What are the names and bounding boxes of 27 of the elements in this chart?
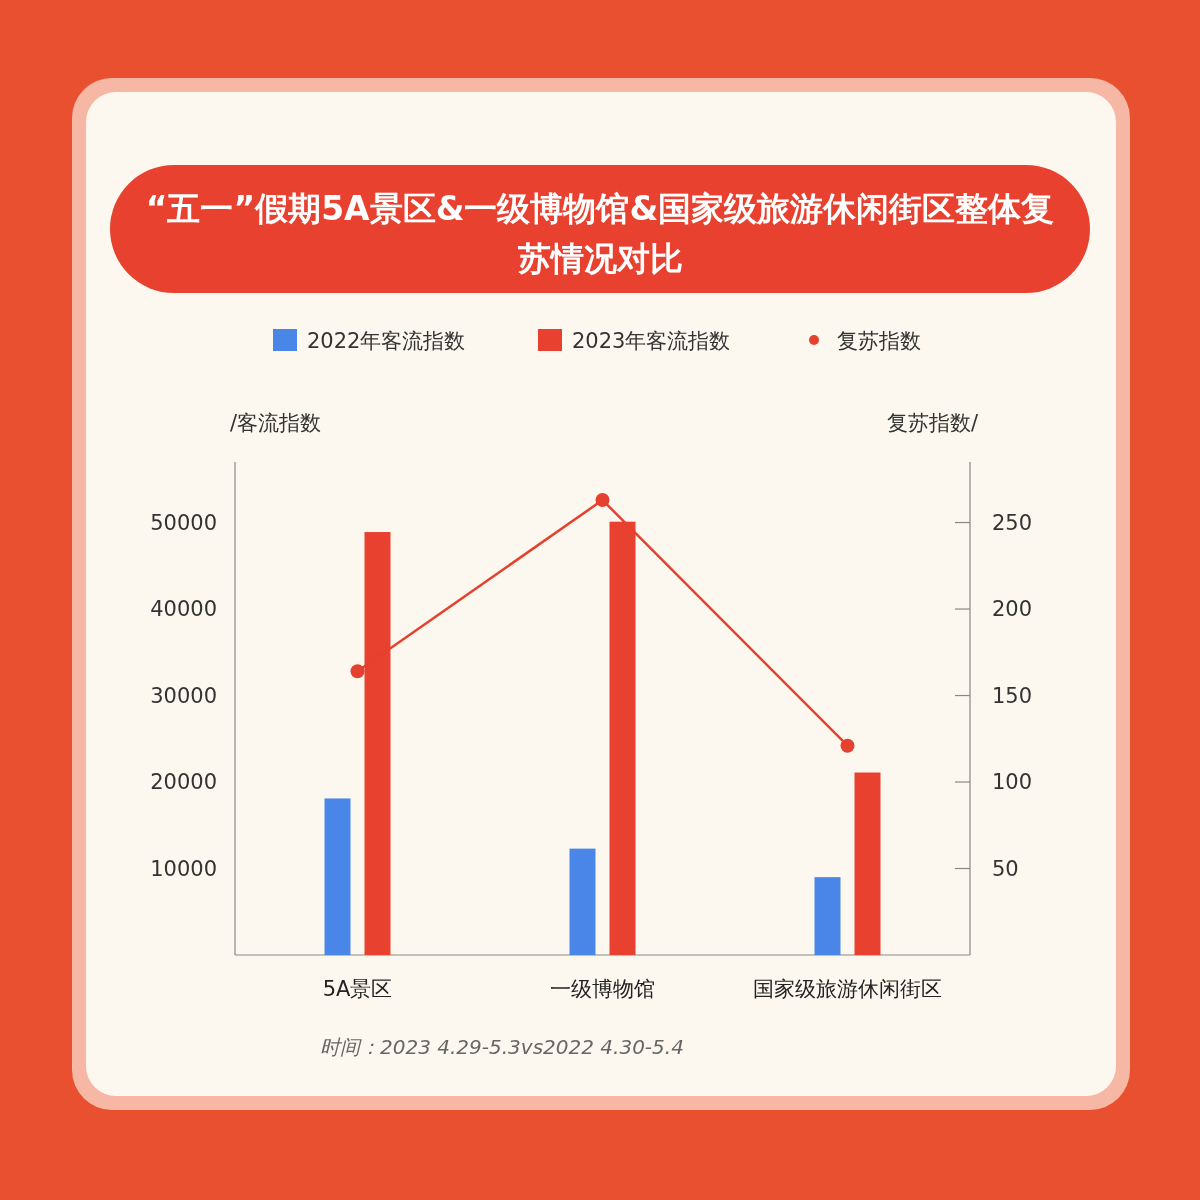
point [840,738,855,753]
x-tick-label: 一级博物馆 [550,977,655,1001]
y2-tick-label: 50 [992,856,1019,881]
legend-label: 2022年客流指数 [307,329,466,353]
y2-tick-label: 100 [992,770,1033,795]
legend-label: 2023年客流指数 [572,329,731,353]
y2-tick-label: 200 [992,597,1033,622]
y2-tick-label: 150 [992,683,1033,708]
y-tick-label: 30000 [150,683,217,708]
y-tick-label: 50000 [150,510,217,535]
chart-title: “五一”假期5A景区&一级博物馆&国家级旅游休闲街区整体复苏情况对比 [145,189,1055,278]
point [595,493,610,508]
y-tick-label: 20000 [150,770,217,795]
x-tick-label: 5A景区 [322,977,393,1001]
y2-tick-label: 250 [992,510,1033,535]
bar [324,798,351,955]
x-tick-label: 国家级旅游休闲街区 [753,977,942,1001]
bar [569,848,596,955]
y2-axis-title: 复苏指数/ [886,411,979,435]
y-tick-label: 10000 [150,856,217,881]
bar [854,772,881,955]
y-axis-title: /客流指数 [230,411,322,435]
y-tick-label: 40000 [150,597,217,622]
point [350,664,365,679]
legend-label: 复苏指数 [837,329,921,353]
bar [814,877,841,955]
text: 时间：2023 4.29-5.3vs2022 4.30-5.4 [320,1035,684,1059]
